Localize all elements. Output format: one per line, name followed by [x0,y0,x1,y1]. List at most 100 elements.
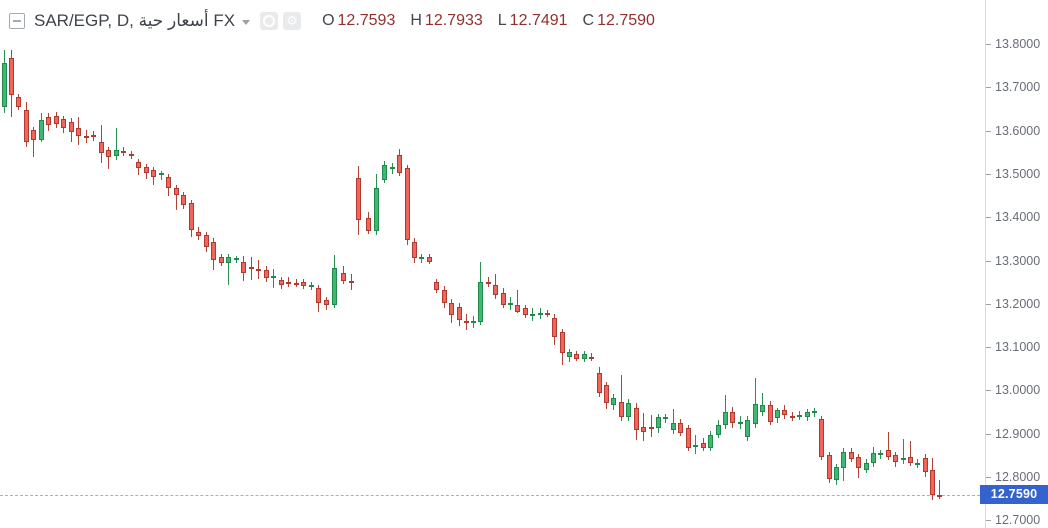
candle-down [701,443,706,448]
candle-down [597,373,602,393]
candle-down [937,494,942,497]
price-tick-label: 12.7000 [995,513,1041,527]
candle-down [301,281,306,287]
price-tick-label: 13.1000 [995,340,1041,354]
candle-down [405,167,410,241]
chevron-down-icon[interactable] [242,19,251,25]
candle-up [234,257,239,260]
price-tick-mark [986,131,991,132]
candle-up [671,422,676,431]
candle-down [46,116,51,125]
price-tick-label: 13.0000 [995,383,1041,397]
candle-wick [694,435,696,454]
high-value: 12.7933 [424,12,483,29]
candle-down [121,150,126,153]
candle-down [856,457,861,468]
candle-down [604,385,609,403]
visibility-icon-glyph [263,15,276,27]
candle-down [211,241,216,261]
candle-down [641,427,646,433]
candle-up [812,411,817,414]
price-tick-mark [986,174,991,175]
candle-wick [642,412,644,441]
candle-up [39,119,44,141]
candle-down [249,266,254,269]
candle-up [716,425,721,435]
candle-down [819,418,824,458]
price-axis[interactable]: 12.7590 13.8000 13.7000 13.6000 13.5000 13.4… [980,0,1048,528]
candle-up [390,167,395,170]
candle-down [827,454,832,479]
candle-down [442,289,447,303]
candle-wick [650,414,652,438]
candle-down [486,282,491,285]
symbol-title[interactable]: SAR/EGP, D, أسعار حية FX [34,11,236,30]
candle-down [560,331,565,354]
price-tick-mark [986,390,991,391]
price-tick-label: 13.5000 [995,167,1041,181]
candle-up [834,467,839,481]
candle-up [708,434,713,448]
candle-down [91,135,96,138]
candle-down [634,408,639,431]
candle-up [693,444,698,447]
candle-wick [531,307,533,321]
price-tick-label: 13.4000 [995,210,1041,224]
candle-up [159,173,164,176]
candle-wick [909,440,911,466]
candle-wick [938,479,940,500]
candle-up [805,412,810,418]
visibility-icon[interactable] [260,12,279,30]
price-tick-mark [986,217,991,218]
candle-down [99,141,104,154]
candle-down [893,454,898,462]
candle-wick [902,438,904,464]
candle-up [2,63,7,108]
price-tick-label: 13.6000 [995,124,1041,138]
price-tick-mark [986,304,991,305]
candle-down [294,283,299,286]
candle-down [174,188,179,196]
candle-down [501,292,506,306]
legend-collapse-button[interactable] [9,13,25,29]
candle-up [226,257,231,264]
candle-wick [724,395,726,429]
price-tick-label: 12.9000 [995,427,1041,441]
candle-wick [32,126,34,157]
candle-up [864,463,869,471]
candle-up [797,415,802,418]
candle-up [901,458,906,461]
candle-down [264,270,269,279]
candle-down [84,135,89,138]
price-tick-mark [986,87,991,88]
symbol-legend: SAR/EGP, D, أسعار حية FX ⚙ O 12.7593 H 1… [9,9,670,33]
open-value: 12.7593 [337,12,396,29]
price-axis-separator [985,0,986,528]
candle-up [656,417,661,429]
candle-down [129,153,134,156]
candle-down [589,356,594,359]
candle-up [114,150,119,157]
candle-up [723,412,728,426]
candlestick-chart[interactable] [0,0,985,528]
price-tick-label: 13.2000 [995,297,1041,311]
candle-down [16,97,21,108]
settings-icon[interactable]: ⚙ [283,12,302,30]
candle-up [753,404,758,425]
candle-down [76,128,81,137]
candle-wick [115,128,117,161]
price-tick-mark [986,477,991,478]
candle-down [464,321,469,324]
candle-down [144,166,149,173]
price-tick-label: 13.3000 [995,254,1041,268]
candle-down [349,280,354,283]
candle-down [449,302,454,316]
candle-down [649,427,654,430]
candle-down [61,118,66,128]
candle-down [552,318,557,338]
candle-down [493,285,498,296]
candle-down [427,257,432,262]
candle-down [241,261,246,274]
candle-down [31,130,36,141]
